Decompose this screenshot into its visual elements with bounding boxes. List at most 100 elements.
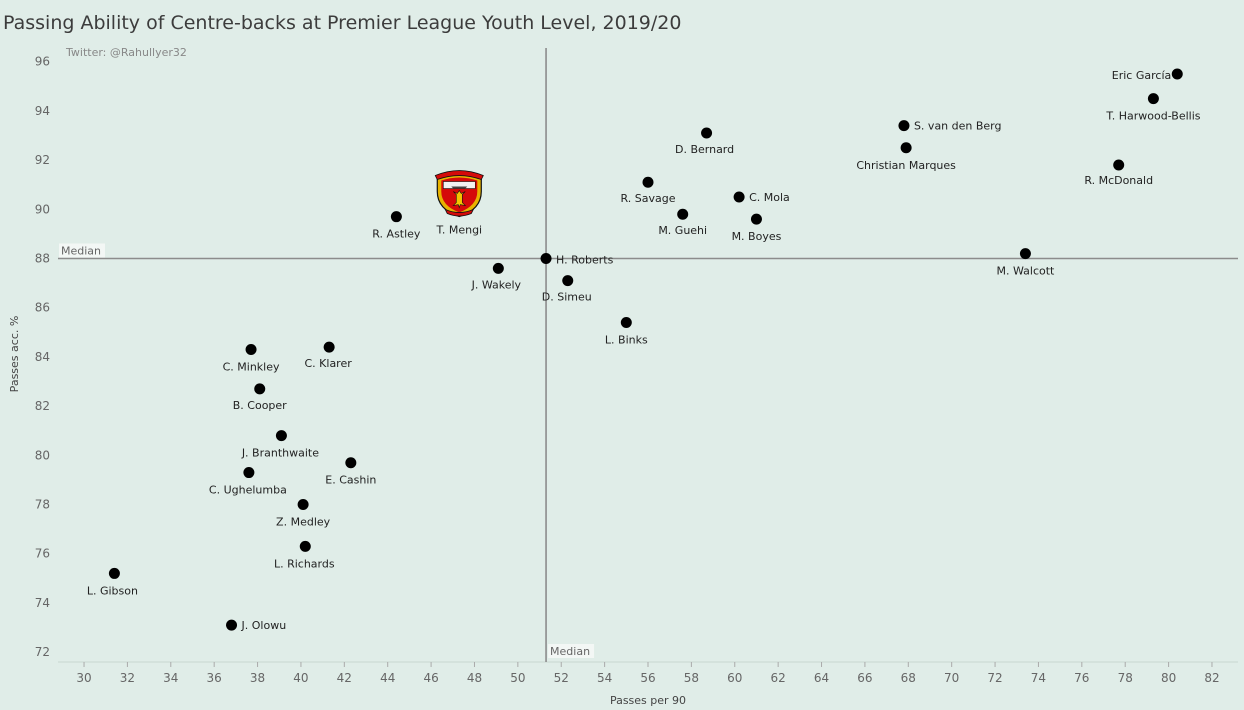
point-label: L. Binks	[605, 333, 648, 346]
point-marker	[297, 499, 309, 511]
data-point: C. Mola	[733, 191, 790, 204]
point-label: C. Klarer	[305, 357, 353, 370]
point-label: M. Boyes	[732, 230, 782, 243]
point-marker	[245, 344, 257, 356]
y-tick-label: 72	[35, 645, 50, 659]
x-axis-title: Passes per 90	[610, 694, 686, 707]
median-label-y: Median	[61, 245, 101, 258]
y-tick-label: 82	[35, 399, 50, 413]
data-point: T. Mengi	[435, 224, 482, 237]
median-lines: Median Median	[58, 48, 1238, 662]
data-point: C. Klarer	[305, 341, 353, 370]
point-marker	[492, 262, 504, 274]
x-tick-label: 32	[120, 671, 135, 685]
y-tick-label: 86	[35, 301, 50, 315]
x-tick-label: 50	[510, 671, 525, 685]
point-marker	[620, 316, 632, 328]
x-tick-label: 40	[293, 671, 308, 685]
y-tick-label: 84	[35, 350, 50, 364]
point-label: C. Minkley	[223, 361, 280, 374]
data-point: M. Guehi	[658, 208, 707, 237]
credit-text: Twitter: @Rahullyer32	[65, 46, 187, 59]
data-point: D. Bernard	[675, 127, 734, 156]
x-tick-label: 82	[1204, 671, 1219, 685]
point-label: Eric García	[1112, 69, 1171, 82]
median-label-x: Median	[550, 645, 590, 658]
median-label-bg	[59, 243, 105, 258]
x-tick-label: 68	[901, 671, 916, 685]
point-label: J. Wakely	[471, 278, 522, 291]
point-marker	[345, 457, 357, 469]
x-tick-label: 38	[250, 671, 265, 685]
x-tick-label: 66	[857, 671, 872, 685]
point-marker	[733, 191, 745, 203]
point-label: R. Astley	[372, 228, 421, 241]
x-tick-label: 74	[1031, 671, 1046, 685]
x-tick-label: 48	[467, 671, 482, 685]
y-tick-label: 78	[35, 498, 50, 512]
point-label: T. Harwood-Bellis	[1105, 110, 1200, 123]
point-label: L. Richards	[274, 557, 335, 570]
point-marker	[390, 211, 402, 223]
point-label: L. Gibson	[87, 584, 138, 597]
data-point: Eric García	[1112, 68, 1183, 82]
data-points: Eric García T. Harwood-Bellis S. van den B…	[87, 68, 1201, 632]
point-label: R. McDonald	[1084, 174, 1153, 187]
x-tick-label: 58	[684, 671, 699, 685]
x-tick-label: 78	[1118, 671, 1133, 685]
y-tick-label: 96	[35, 55, 50, 69]
point-marker	[701, 127, 713, 139]
data-point: C. Ughelumba	[209, 467, 287, 497]
y-tick-label: 74	[35, 596, 50, 610]
club-crest	[434, 170, 484, 218]
point-marker	[323, 341, 335, 353]
point-label: C. Ughelumba	[209, 484, 287, 497]
point-marker	[243, 467, 255, 479]
y-tick-label: 92	[35, 153, 50, 167]
data-point: R. Astley	[372, 211, 421, 241]
x-tick-label: 62	[771, 671, 786, 685]
point-label: Z. Medley	[276, 516, 331, 529]
y-tick-label: 88	[35, 252, 50, 266]
data-point: Z. Medley	[276, 499, 331, 529]
point-marker	[540, 253, 552, 265]
data-point: L. Richards	[274, 540, 335, 570]
data-point: L. Gibson	[87, 567, 138, 597]
point-label: T. Mengi	[435, 224, 482, 237]
x-tick-label: 56	[640, 671, 655, 685]
point-label: J. Olowu	[241, 619, 287, 632]
chart-title: Passing Ability of Centre-backs at Premi…	[3, 12, 682, 34]
point-label: C. Mola	[749, 191, 790, 204]
x-tick-label: 44	[380, 671, 395, 685]
point-marker	[1147, 93, 1159, 105]
point-marker	[226, 619, 238, 631]
data-point: J. Branthwaite	[241, 430, 319, 460]
y-tick-label: 80	[35, 448, 50, 462]
data-point: R. Savage	[621, 176, 676, 205]
x-tick-label: 46	[423, 671, 438, 685]
point-label: D. Bernard	[675, 143, 734, 156]
point-label: S. van den Berg	[914, 120, 1002, 133]
point-marker	[254, 383, 266, 395]
data-point: B. Cooper	[233, 383, 287, 412]
data-point: R. McDonald	[1084, 159, 1153, 187]
data-point: C. Minkley	[223, 344, 280, 374]
data-point: D. Simeu	[542, 275, 592, 304]
point-label: R. Savage	[621, 192, 676, 205]
x-tick-label: 72	[987, 671, 1002, 685]
x-tick-label: 54	[597, 671, 612, 685]
manchester-united-crest-icon	[434, 170, 484, 218]
x-tick-label: 76	[1074, 671, 1089, 685]
data-point: M. Boyes	[732, 213, 782, 243]
point-label: M. Guehi	[658, 224, 707, 237]
x-tick-label: 34	[163, 671, 178, 685]
point-label: Christian Marques	[856, 159, 956, 172]
point-marker	[642, 176, 654, 188]
x-tick-label: 80	[1161, 671, 1176, 685]
point-label: B. Cooper	[233, 399, 287, 412]
y-tick-label: 94	[35, 104, 50, 118]
x-tick-label: 64	[814, 671, 829, 685]
data-point: M. Walcott	[996, 248, 1055, 278]
x-tick-label: 42	[337, 671, 352, 685]
